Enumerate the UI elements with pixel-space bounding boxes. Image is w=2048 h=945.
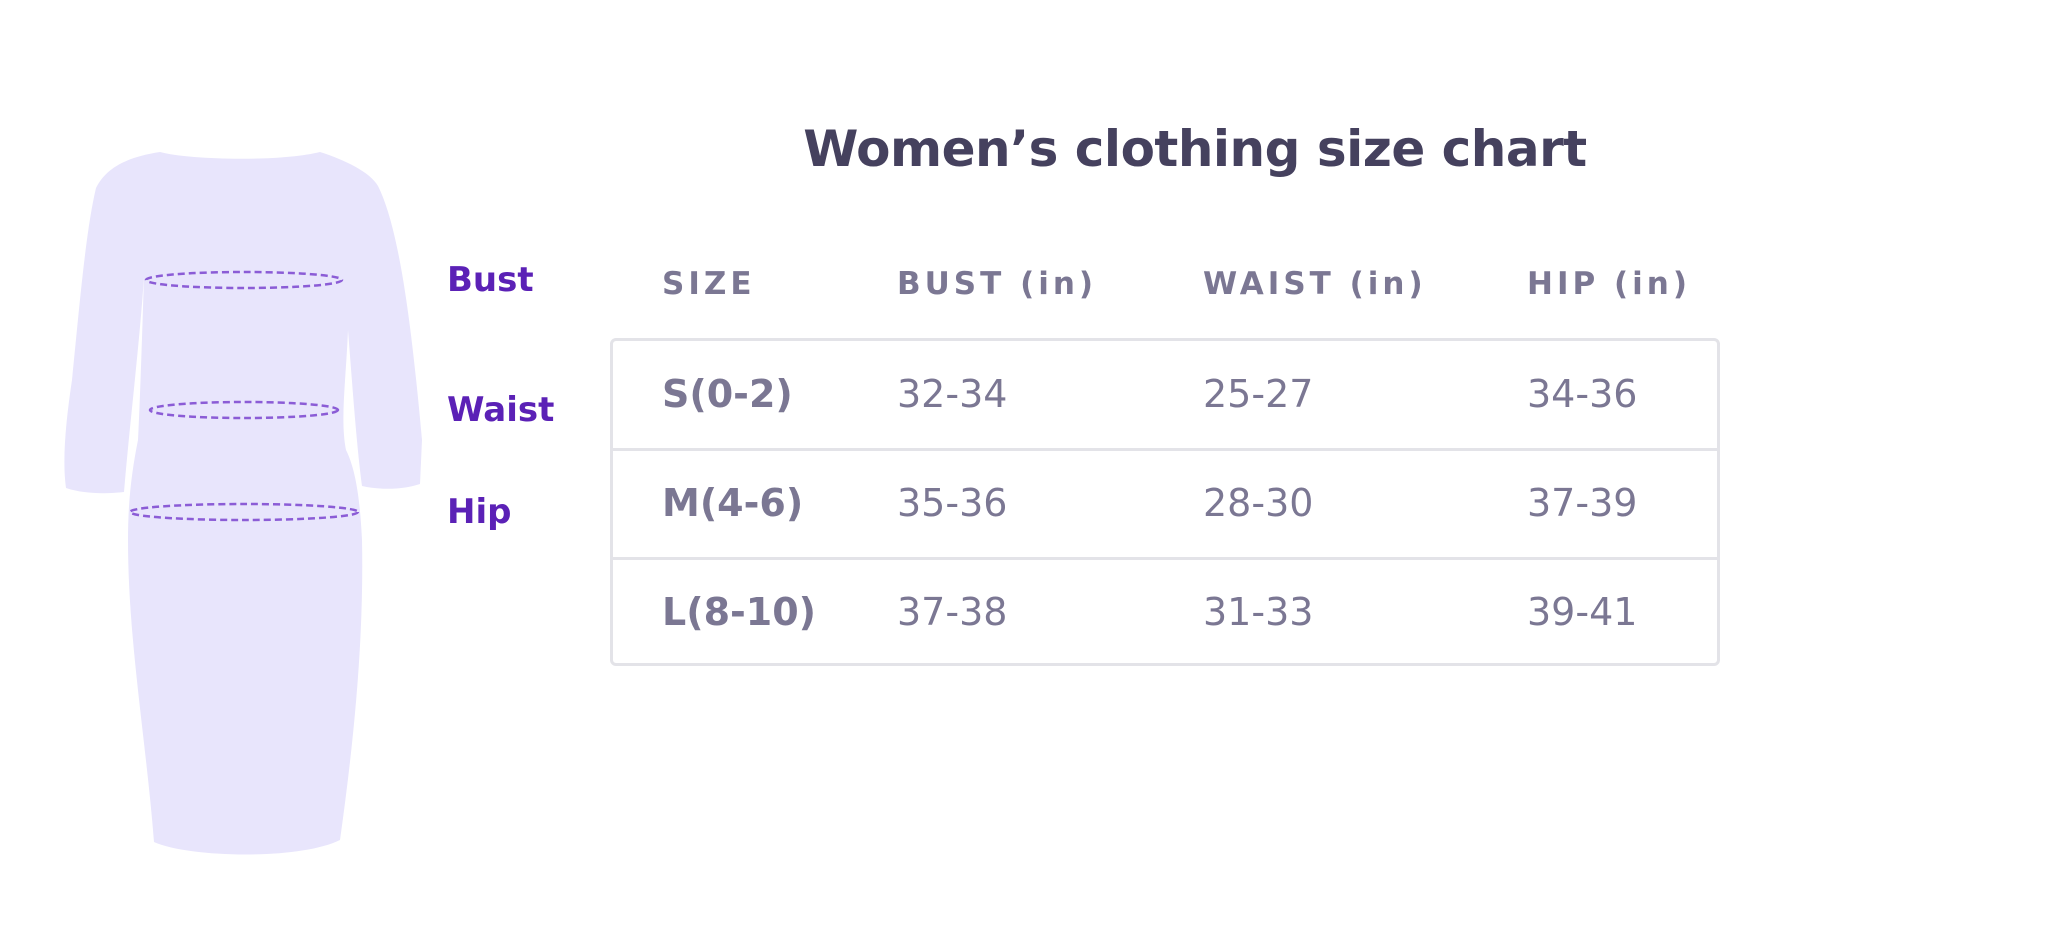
bust-measure-line [144, 270, 344, 290]
chart-title: Women’s clothing size chart [803, 120, 1587, 178]
table-cell-waist: 25-27 [1203, 372, 1314, 416]
table-cell-size: M(4-6) [662, 481, 804, 525]
header-bust: BUST (in) [897, 266, 1098, 302]
table-cell-hip: 34-36 [1527, 372, 1638, 416]
header-waist: WAIST (in) [1203, 266, 1427, 302]
bust-label: Bust [447, 260, 534, 300]
table-cell-hip: 37-39 [1527, 481, 1638, 525]
row-divider [613, 448, 1717, 451]
table-cell-size: S(0-2) [662, 372, 793, 416]
table-cell-waist: 28-30 [1203, 481, 1314, 525]
waist-label: Waist [447, 390, 555, 430]
table-cell-size: L(8-10) [662, 590, 817, 634]
dress-figure [64, 152, 422, 855]
row-divider [613, 557, 1717, 560]
hip-measure-line [128, 502, 360, 522]
table-cell-bust: 35-36 [897, 481, 1008, 525]
header-size: SIZE [662, 266, 756, 302]
waist-measure-line [148, 400, 340, 420]
table-cell-waist: 31-33 [1203, 590, 1314, 634]
header-hip: HIP (in) [1527, 266, 1692, 302]
size-table [610, 338, 1720, 666]
table-cell-bust: 32-34 [897, 372, 1008, 416]
table-cell-hip: 39-41 [1527, 590, 1638, 634]
hip-label: Hip [447, 492, 512, 532]
table-cell-bust: 37-38 [897, 590, 1008, 634]
